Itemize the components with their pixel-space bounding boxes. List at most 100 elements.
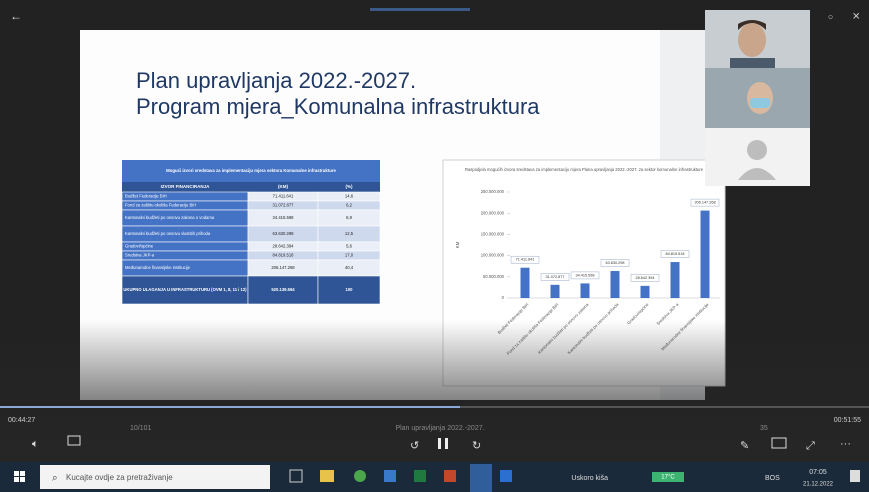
data-label: 63.630.298 xyxy=(605,261,624,265)
table-cell-text: 6,2 xyxy=(346,203,352,208)
table-cell-text: 206.147.268 xyxy=(271,265,295,270)
data-label: 28.642.394 xyxy=(635,276,654,280)
logo xyxy=(14,471,19,476)
bar xyxy=(640,285,650,298)
table-caption-bg xyxy=(122,160,380,182)
data-label: 206.147.268 xyxy=(694,201,715,205)
table-cell-text: Gradovi/općine xyxy=(125,244,154,249)
app-powerpoint[interactable] xyxy=(444,470,456,482)
slide-title: Program mjera_Komunalna infrastruktura xyxy=(136,94,540,119)
maximize[interactable]: ○ xyxy=(828,11,833,21)
miniplayer[interactable] xyxy=(771,437,787,449)
controls-fade xyxy=(0,320,869,462)
volume[interactable]: 🔈︎ xyxy=(32,438,39,450)
edit[interactable]: ✎ xyxy=(740,440,749,452)
logo xyxy=(14,477,19,482)
table-cell-text: UKUPNO ULAGANJA U INFRASTRUKTURU (OVM 1,… xyxy=(123,287,247,292)
fullscreen[interactable]: ⤢ xyxy=(806,440,815,452)
data-label: 71.411.641 xyxy=(516,258,535,262)
rewind[interactable]: ↺ xyxy=(410,440,419,452)
bar xyxy=(670,262,680,298)
table-cell-text: 14,6 xyxy=(345,194,354,199)
pause[interactable] xyxy=(445,438,448,449)
notifications[interactable] xyxy=(850,470,860,482)
data-label-box xyxy=(690,198,720,207)
search-placeholder: Kucajte ovdje za pretraživanje xyxy=(66,473,173,482)
slide-counter: 10/101 xyxy=(130,425,152,432)
back-button[interactable]: ← xyxy=(10,9,22,23)
table: Mogući izvori sredstava za implementacij… xyxy=(121,160,381,305)
bar xyxy=(610,271,620,298)
table-cell-text: Fond za zaštitu okoliša Federacije BiH xyxy=(125,203,196,208)
task-view[interactable] xyxy=(289,469,303,483)
more[interactable]: ··· xyxy=(840,438,851,450)
table-cell xyxy=(121,275,249,305)
table-cell-text: 84.819.518 xyxy=(273,253,295,258)
clock-time: 07:05 xyxy=(809,469,827,476)
hair xyxy=(738,20,766,30)
table-caption: Mogući izvori sredstava za implementacij… xyxy=(166,168,336,173)
table-cell-text: 520.139.594 xyxy=(271,287,295,292)
start-button[interactable] xyxy=(14,471,25,482)
elapsed-time: 00:44:27 xyxy=(8,417,35,424)
y-axis-label: KM xyxy=(455,241,460,248)
table-header: IZVOR FINANCIRANJA xyxy=(161,184,211,189)
table-cell-text: Međunarodne finansijske institucije xyxy=(125,265,191,270)
app-excel[interactable] xyxy=(414,470,426,482)
data-label: 34.415.598 xyxy=(575,273,594,277)
table-cell xyxy=(247,275,319,305)
logo xyxy=(20,471,25,476)
table-cell-text: 28.642.394 xyxy=(273,244,295,249)
slide-title: Plan upravljanja 2022.-2027. xyxy=(136,68,416,93)
bar xyxy=(700,210,710,298)
y-tick-label: 200.000.000 xyxy=(481,210,505,215)
table-cell-text: 5,6 xyxy=(346,244,352,249)
video-title: Plan upravljanja 2022.-2027. xyxy=(395,425,484,432)
table-cell-text: Kantonalni budžeti po osnovu zakona o vo… xyxy=(125,215,215,220)
data-label-box xyxy=(540,273,570,281)
logo xyxy=(20,477,25,482)
mask xyxy=(750,98,770,108)
data-label-box xyxy=(600,259,630,267)
close[interactable]: ✕ xyxy=(852,12,860,23)
bar xyxy=(520,267,530,298)
top-indicator xyxy=(370,8,470,11)
table-cell-text: 40,4 xyxy=(345,265,354,270)
app[interactable] xyxy=(500,470,512,482)
app[interactable] xyxy=(384,470,396,482)
data-label: 84.819.518 xyxy=(665,252,684,256)
app-chrome[interactable] xyxy=(354,470,366,482)
table-cell-text: 71.411.641 xyxy=(273,194,294,199)
y-tick-label: 50.000.000 xyxy=(483,274,505,279)
chart-title: Raspodjela mogućih izvora sredstava za i… xyxy=(465,167,704,172)
forward[interactable]: ↻ xyxy=(472,440,481,452)
table-cell-text: Kantonalni budžeti po osnovu vlastitih p… xyxy=(125,231,211,236)
table-cell-text: 63.630.298 xyxy=(273,231,295,236)
temp-badge xyxy=(652,472,684,482)
data-label: 31.072.877 xyxy=(545,275,564,279)
page-number: 35 xyxy=(760,425,768,432)
app-explorer[interactable] xyxy=(320,470,334,482)
app-active[interactable] xyxy=(470,464,492,492)
y-tick-label: 150.000.000 xyxy=(481,232,505,237)
y-tick-label: 0 xyxy=(502,295,505,300)
data-label-box xyxy=(510,255,540,264)
table-cell-text: 31.072.877 xyxy=(273,203,295,208)
table-cell-text: 34.415.598 xyxy=(273,215,295,220)
table-cell-text: 17,0 xyxy=(345,253,354,258)
language: BOS xyxy=(765,475,780,482)
table-header: (KM) xyxy=(278,184,288,189)
bar xyxy=(580,283,590,298)
y-tick-label: 250.000.000 xyxy=(481,189,505,194)
shirt xyxy=(730,58,775,68)
data-label-box xyxy=(570,271,600,280)
table-cell-text: Sredstva JKP-a xyxy=(125,253,155,258)
captions[interactable] xyxy=(67,435,81,446)
pause[interactable] xyxy=(438,438,441,449)
table-header: (%) xyxy=(346,184,353,189)
table-cell-text: Budžet Federacije BiH xyxy=(125,194,167,199)
temperature: 17°C xyxy=(661,475,675,481)
data-label-box xyxy=(660,250,690,258)
data-label-box xyxy=(630,274,660,282)
search-box[interactable] xyxy=(40,465,270,489)
